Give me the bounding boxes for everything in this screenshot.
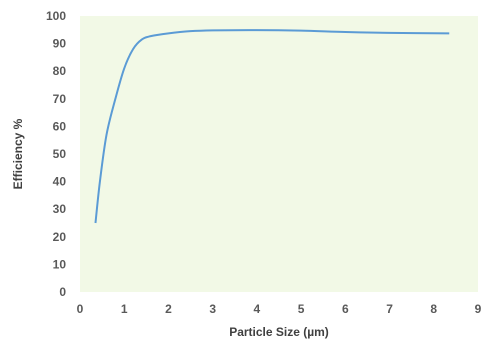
y-tick-label: 70 [53,92,67,106]
x-tick-label: 8 [430,302,437,316]
y-tick-label: 30 [53,202,67,216]
y-tick-label: 10 [53,257,67,271]
x-tick-label: 4 [254,302,261,316]
series-line [94,29,450,224]
x-tick-label: 2 [165,302,172,316]
y-tick-label: 40 [53,175,67,189]
x-tick-label: 5 [298,302,305,316]
x-tick-label: 1 [121,302,128,316]
y-tick-label: 80 [53,64,67,78]
y-tick-label: 100 [46,9,66,23]
y-tick-label: 90 [53,37,67,51]
y-tick-label: 20 [53,230,67,244]
x-tick-label: 7 [386,302,393,316]
x-tick-label: 0 [77,302,84,316]
x-tick-label: 9 [475,302,482,316]
plot-area [80,16,478,292]
y-axis: 0 10 20 30 40 50 60 70 80 90 100 [46,9,66,299]
x-axis-label: Particle Size (µm) [229,325,329,339]
y-axis-label: Efficiency % [11,118,25,189]
y-tick-label: 0 [59,285,66,299]
x-axis: 0 1 2 3 4 5 6 7 8 9 [77,302,482,316]
y-tick-label: 50 [53,147,67,161]
y-tick-label: 60 [53,119,67,133]
x-tick-label: 3 [209,302,216,316]
x-tick-label: 6 [342,302,349,316]
